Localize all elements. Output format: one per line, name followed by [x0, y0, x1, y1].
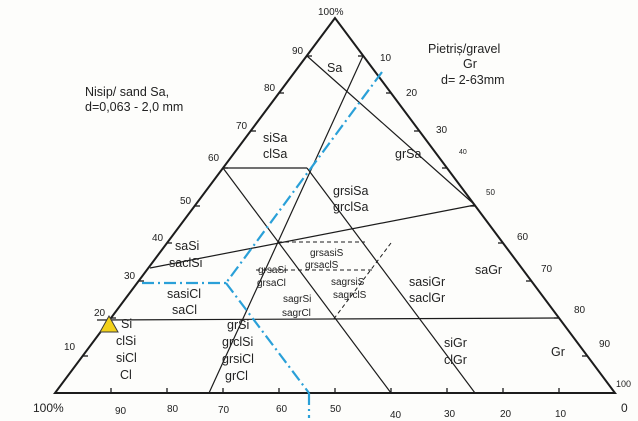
- field-sasi-2: saclSi: [169, 256, 202, 270]
- right-tick: 20: [406, 88, 418, 99]
- left-axis-title-1: Nisip/ sand Sa,: [85, 85, 169, 99]
- field-si-1: Si: [121, 317, 132, 331]
- right-axis-title-3: d= 2-63mm: [441, 73, 505, 87]
- right-tick: 90: [599, 339, 611, 350]
- field-sigr-1: siGr: [444, 336, 467, 350]
- field-sagrsi-2: sagrCl: [282, 308, 311, 319]
- left-tick: 90: [292, 46, 304, 57]
- bottom-tick: 80: [167, 404, 179, 415]
- field-sagrsis-2: sagrclS: [333, 290, 367, 301]
- field-boundaries: [96, 55, 559, 394]
- field-grsasi2-1: grsaSi: [258, 265, 286, 276]
- warning-triangle-icon: [99, 314, 119, 333]
- field-sisa-2: clSa: [263, 147, 287, 161]
- field-gr: Gr: [551, 345, 565, 359]
- left-tick: 30: [124, 271, 136, 282]
- field-grsasi-2: grsaclS: [305, 260, 339, 271]
- bottom-tick: 90: [115, 406, 127, 417]
- right-axis-title-2: Gr: [463, 57, 477, 71]
- edge-ticks: [83, 55, 587, 393]
- field-grsa: grSa: [395, 147, 421, 161]
- bottom-tick: 20: [500, 409, 512, 420]
- left-tick: 20: [94, 308, 106, 319]
- field-grsisa-1: grsiSa: [333, 184, 368, 198]
- bottom-right-label: 0: [621, 401, 628, 415]
- left-tick: 70: [236, 121, 248, 132]
- field-sasicl-2: saCl: [172, 303, 197, 317]
- field-sagr: saGr: [475, 263, 502, 277]
- field-sagrsi-1: sagrSi: [283, 294, 311, 305]
- bottom-tick: 60: [276, 404, 288, 415]
- field-sagrsis-1: sagrsiS: [331, 277, 365, 288]
- field-sa: Sa: [327, 61, 342, 75]
- right-tick: 50: [486, 188, 495, 197]
- right-tick: 10: [380, 53, 392, 64]
- field-grsasi-1: grsasiS: [310, 248, 344, 259]
- field-grsasi2-2: grsaCl: [257, 278, 286, 289]
- bottom-tick: 50: [330, 404, 342, 415]
- field-si-2: clSi: [116, 334, 136, 348]
- bottom-tick-labels: 90 80 70 60 50 40 30 20 10: [115, 404, 567, 421]
- left-tick: 80: [264, 83, 276, 94]
- field-grsi-2: grclSi: [222, 335, 253, 349]
- right-tick: 100: [616, 379, 631, 389]
- field-sasicl-1: sasiCl: [167, 287, 201, 301]
- left-tick: 40: [152, 233, 164, 244]
- right-tick: 30: [436, 125, 448, 136]
- field-sisa-1: siSa: [263, 131, 287, 145]
- field-grsisa-2: grclSa: [333, 200, 368, 214]
- field-si-4: Cl: [120, 368, 132, 382]
- apex-label: 100%: [318, 7, 344, 18]
- left-tick: 60: [208, 153, 220, 164]
- left-tick-labels: 90 80 70 60 50 40 30 20 10: [64, 46, 304, 353]
- dashdot-lines: [142, 71, 383, 418]
- bottom-tick: 30: [444, 409, 456, 420]
- field-sigr-2: clGr: [444, 353, 467, 367]
- field-labels: Sa siSa clSa grSa grsiSa grclSa saSi sac…: [116, 61, 565, 383]
- left-axis-title-2: d=0,063 - 2,0 mm: [85, 100, 183, 114]
- bottom-tick: 70: [218, 405, 230, 416]
- right-tick-labels: 10 20 30 40 50 60 70 80 90 100: [380, 53, 631, 389]
- left-tick: 10: [64, 342, 76, 353]
- field-grsi-4: grCl: [225, 369, 248, 383]
- bottom-tick: 40: [390, 410, 402, 421]
- right-tick: 80: [574, 305, 586, 316]
- field-si-3: siCl: [116, 351, 137, 365]
- bottom-left-label: 100%: [33, 401, 64, 415]
- dashed-subfields: [256, 241, 392, 321]
- field-grsi-1: grSi: [227, 318, 249, 332]
- field-sasigr-1: sasiGr: [409, 275, 445, 289]
- right-tick: 40: [459, 149, 467, 156]
- bottom-tick: 10: [555, 409, 567, 420]
- right-axis-title-1: Pietriș/gravel: [428, 42, 500, 56]
- field-sasigr-2: saclGr: [409, 291, 445, 305]
- field-sasi-1: saSi: [175, 239, 199, 253]
- field-grsi-3: grsiCl: [222, 352, 254, 366]
- left-tick: 50: [180, 196, 192, 207]
- right-tick: 70: [541, 264, 553, 275]
- right-tick: 60: [517, 232, 529, 243]
